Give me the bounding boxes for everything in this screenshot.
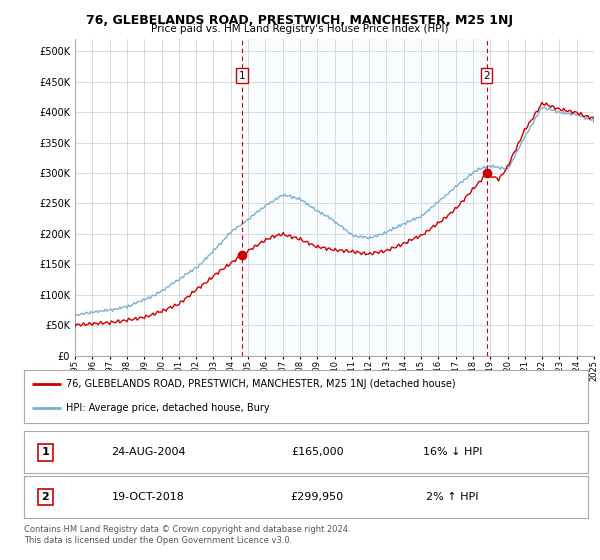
Text: 16% ↓ HPI: 16% ↓ HPI [423, 447, 482, 457]
Text: 24-AUG-2004: 24-AUG-2004 [111, 447, 185, 457]
Text: 1: 1 [239, 71, 245, 81]
Text: 76, GLEBELANDS ROAD, PRESTWICH, MANCHESTER, M25 1NJ (detached house): 76, GLEBELANDS ROAD, PRESTWICH, MANCHEST… [66, 379, 456, 389]
Text: HPI: Average price, detached house, Bury: HPI: Average price, detached house, Bury [66, 403, 270, 413]
Text: £165,000: £165,000 [291, 447, 344, 457]
Text: 2% ↑ HPI: 2% ↑ HPI [427, 492, 479, 502]
Text: 2: 2 [41, 492, 49, 502]
Text: £299,950: £299,950 [291, 492, 344, 502]
Bar [242, 39, 487, 356]
Text: 76, GLEBELANDS ROAD, PRESTWICH, MANCHESTER, M25 1NJ: 76, GLEBELANDS ROAD, PRESTWICH, MANCHEST… [86, 14, 514, 27]
Text: 1: 1 [41, 447, 49, 457]
Text: 2: 2 [483, 71, 490, 81]
Text: Price paid vs. HM Land Registry's House Price Index (HPI): Price paid vs. HM Land Registry's House … [151, 24, 449, 34]
Text: 19-OCT-2018: 19-OCT-2018 [112, 492, 185, 502]
Text: Contains HM Land Registry data © Crown copyright and database right 2024.
This d: Contains HM Land Registry data © Crown c… [24, 525, 350, 545]
